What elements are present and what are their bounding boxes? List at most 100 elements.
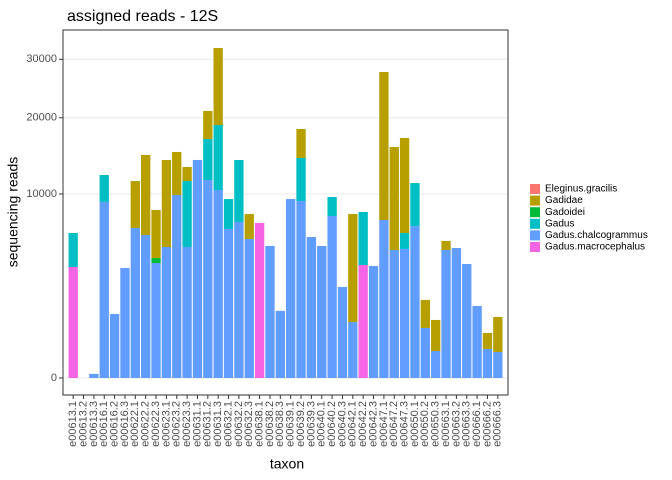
legend-label: Eleginus.gracilis [545, 184, 617, 195]
bar-segment [172, 151, 182, 196]
bar-segment [89, 373, 99, 378]
bar-segment [399, 138, 410, 234]
x-tick-label: e00623.2 [171, 401, 183, 447]
x-tick-label: e00639.2 [295, 401, 307, 447]
bar-segment [275, 310, 285, 378]
bar-segment [151, 263, 161, 378]
x-tick-label: e00666.3 [492, 401, 504, 447]
bar-segment [286, 199, 296, 378]
panel-border [62, 29, 509, 396]
legend-key [530, 195, 540, 206]
bar-segment [348, 214, 358, 323]
x-tick-label: e00632.1 [222, 401, 234, 447]
bar-segment [99, 201, 109, 378]
x-tick-label: e00640.2 [326, 401, 338, 447]
bar-segment [223, 199, 234, 229]
x-tick-label: e00616.2 [109, 401, 121, 447]
x-tick-label: e00666.2 [481, 401, 493, 447]
x-tick-label: e00647.2 [388, 401, 400, 447]
x-tick-label: e00663.2 [450, 401, 462, 447]
bar-segment [431, 351, 441, 378]
bar-segment [161, 159, 172, 247]
bar-segment [482, 332, 493, 349]
x-tick-label: e00642.2 [357, 401, 369, 447]
bar-segment [379, 71, 389, 221]
bar-segment [431, 319, 441, 352]
legend-key [530, 218, 540, 229]
x-tick-label: e00663.1 [440, 401, 452, 447]
bar-segment [317, 245, 327, 378]
bar-segment [130, 227, 140, 378]
y-axis-title: sequencing reads [5, 157, 21, 268]
x-tick-label: e00639.3 [305, 401, 317, 447]
bar-segment [203, 139, 213, 180]
bar-segment [420, 327, 430, 378]
x-tick-label: e00642.1 [347, 401, 359, 447]
x-tick-label: e00650.2 [419, 401, 431, 447]
bar-segment [410, 183, 420, 227]
bar-segment [244, 214, 254, 239]
x-tick-label: e00631.2 [202, 401, 214, 447]
bar-segment [451, 248, 462, 378]
bar-segment [441, 240, 451, 250]
bar-segment [213, 125, 223, 190]
x-tick-label: e00622.2 [140, 401, 152, 447]
bar-segment [462, 263, 472, 378]
bar-segment [234, 221, 244, 378]
y-tick-label: 30000 [26, 53, 57, 65]
x-tick-label: e00632.2 [233, 401, 245, 447]
bar-segment [493, 351, 503, 378]
legend-key [530, 242, 540, 252]
bar-segment [441, 249, 451, 378]
x-tick-label: e00613.2 [77, 401, 89, 447]
bar-segment [213, 189, 223, 378]
legend-label: Gadidae [545, 195, 583, 206]
legend-key [530, 207, 540, 218]
y-tick-label: 20000 [26, 112, 57, 124]
y-tick-label: 10000 [26, 188, 57, 200]
bar-segment [327, 196, 337, 217]
x-tick-label: e00647.1 [378, 401, 390, 447]
chart-title: assigned reads - 12S [67, 8, 218, 25]
bar-segment [68, 233, 78, 267]
bar-segment [161, 246, 172, 378]
bar-segment [254, 222, 265, 378]
x-tick-label: e00663.3 [461, 401, 473, 447]
bar-segment [327, 216, 337, 378]
bar-segment [358, 265, 368, 378]
x-tick-label: e00616.3 [119, 401, 131, 447]
bar-segment [151, 209, 161, 259]
x-tick-label: e00650.3 [430, 401, 442, 447]
x-tick-label: e00639.1 [285, 401, 297, 447]
x-tick-label: e00638.2 [264, 401, 276, 447]
bar-segment [182, 166, 192, 182]
bar-segment [203, 179, 213, 378]
bar-segment [99, 175, 109, 202]
x-tick-label: e00623.3 [181, 401, 193, 447]
bar-segment [306, 237, 317, 378]
x-tick-label: e00666.1 [471, 401, 483, 447]
bar-segment [399, 233, 410, 249]
bar-segment [337, 286, 348, 378]
x-tick-label: e00640.3 [336, 401, 348, 447]
x-tick-label: e00640.1 [316, 401, 328, 447]
bar-segment [296, 129, 306, 158]
bar-segment [296, 201, 306, 378]
bar-segment [493, 316, 503, 352]
x-tick-label: e00622.1 [129, 401, 141, 447]
x-tick-label: e00622.3 [150, 401, 162, 447]
bar-segment [68, 266, 78, 378]
bar-segment [213, 48, 223, 126]
bar-segment [120, 268, 130, 378]
bar-segment [203, 110, 213, 140]
bar-segment [192, 159, 203, 378]
x-tick-label: e00632.3 [243, 401, 255, 447]
legend-label: Gadus.chalcogrammus [545, 230, 648, 241]
x-tick-label: e00631.1 [191, 401, 203, 447]
legend-key [530, 230, 540, 241]
bar-segment [348, 322, 358, 378]
y-tick-label: 0 [51, 372, 57, 384]
bar-segment [244, 238, 254, 378]
x-tick-label: e00642.3 [367, 401, 379, 447]
